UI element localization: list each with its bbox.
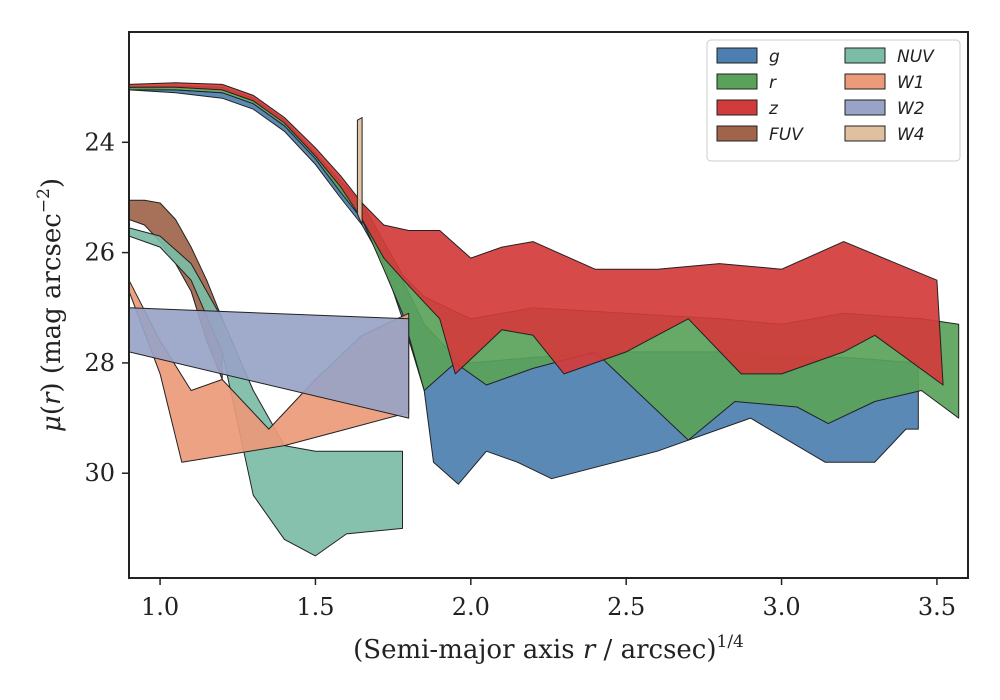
- legend-label: W4: [897, 125, 925, 145]
- y-axis-title-var: r: [37, 391, 67, 405]
- legend-label: NUV: [897, 47, 935, 67]
- legend-label: g: [769, 47, 780, 67]
- legend-swatch: [716, 125, 758, 142]
- y-axis-title-sup: −2: [34, 188, 54, 213]
- legend-swatch: [716, 73, 758, 90]
- x-tick-label: 2.5: [607, 593, 645, 621]
- y-tick-label: 28: [84, 349, 115, 377]
- legend-entry-g: g: [716, 47, 780, 67]
- series-layer: [129, 82, 960, 557]
- y-tick-label: 30: [84, 459, 115, 487]
- legend-label: W2: [897, 99, 925, 119]
- y-axis-title-end: ): [37, 178, 67, 188]
- legend-entry-r: r: [716, 73, 777, 93]
- y-axis-title-mu: μ: [37, 415, 67, 432]
- legend-entry-w1: W1: [844, 73, 925, 93]
- legend-swatch: [716, 99, 758, 116]
- legend-label: r: [769, 73, 777, 93]
- series-band-w1: [129, 279, 410, 463]
- legend-swatch: [844, 47, 886, 64]
- legend-swatch: [844, 125, 886, 142]
- x-tick-label: 2.0: [452, 593, 490, 621]
- legend-label: z: [768, 99, 779, 119]
- y-axis-title-open: (: [37, 405, 67, 415]
- x-axis-title-var: r: [583, 635, 597, 665]
- legend-entry-w4: W4: [844, 125, 925, 145]
- legend-entry-z: z: [716, 99, 779, 119]
- plot-frame: [128, 31, 969, 579]
- series-band-w4: [356, 117, 363, 226]
- y-tick-label: 26: [84, 239, 115, 267]
- legend-swatch: [844, 73, 886, 90]
- legend: grz FUV NUV W1 W2 W4: [706, 39, 961, 162]
- x-tick-label: 3.5: [918, 593, 956, 621]
- legend-label: FUV: [769, 125, 804, 145]
- legend-swatch: [844, 99, 886, 116]
- legend-label: W1: [897, 73, 925, 93]
- x-axis-title-sup: 1/4: [717, 632, 744, 652]
- legend-entry-fuv: FUV: [716, 125, 804, 145]
- legend-entry-nuv: NUV: [844, 47, 935, 67]
- x-axis-title: (Semi-major axis r / arcsec)1/4: [353, 632, 744, 665]
- y-axis-title-close: ) (mag arcsec: [37, 213, 67, 392]
- x-tick-label: 3.0: [762, 593, 800, 621]
- x-axis-title-pre: (Semi-major axis: [353, 635, 583, 665]
- y-tick-label: 24: [84, 128, 115, 156]
- x-tick-label: 1.5: [296, 593, 334, 621]
- y-axis: 24 26 28 30: [84, 128, 129, 487]
- legend-box: [706, 39, 961, 162]
- x-axis: 1.0 1.5 2.0 2.5 3.0 3.5: [141, 578, 956, 621]
- x-axis-title-mid: / arcsec): [595, 635, 716, 665]
- y-axis-title: μ(r) (mag arcsec−2): [34, 178, 67, 432]
- legend-entry-w2: W2: [844, 99, 925, 119]
- series-band-w2: [129, 307, 410, 419]
- legend-swatch: [716, 47, 758, 64]
- x-tick-label: 1.0: [141, 593, 179, 621]
